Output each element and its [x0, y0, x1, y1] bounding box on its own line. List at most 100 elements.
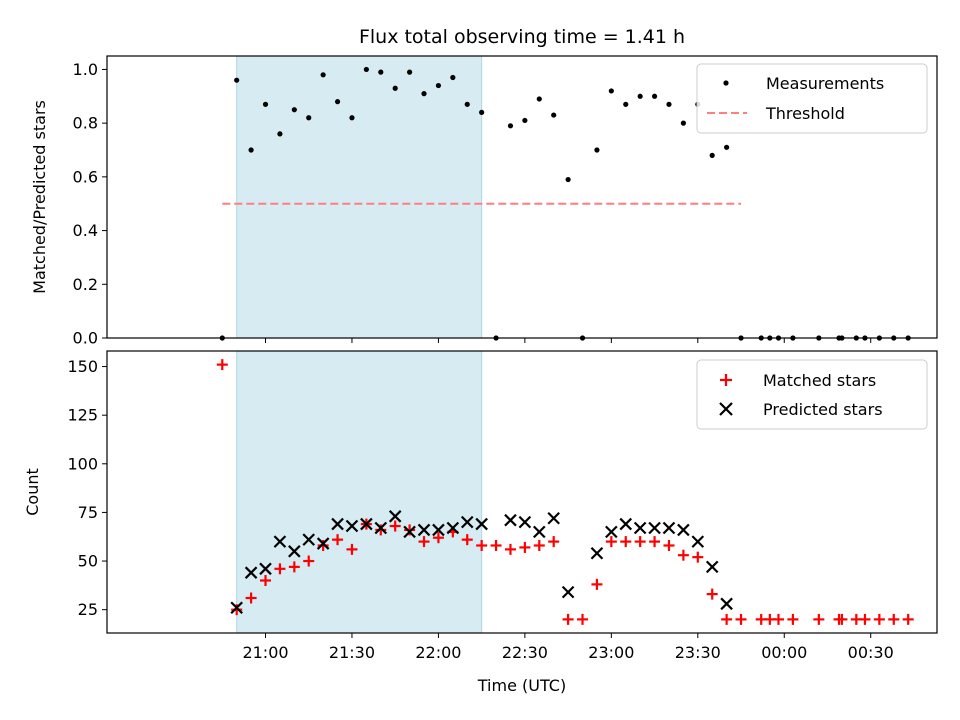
measurement-point: [709, 152, 715, 158]
matched-star-point: [260, 574, 272, 586]
predicted-star-point: [230, 601, 243, 614]
matched-star-point: [649, 536, 661, 548]
top-highlight-layer: [236, 55, 483, 339]
measurement-point: [378, 69, 384, 75]
matched-star-point: [389, 520, 401, 532]
matched-star-point: [634, 536, 646, 548]
predicted-star-point: [302, 533, 316, 546]
predicted-star-point: [446, 521, 460, 535]
matched-star-point: [216, 359, 228, 371]
matched-star-point: [591, 578, 603, 590]
predicted-star-point: [244, 566, 258, 579]
matched-star-point: [404, 524, 416, 536]
measurement-point: [651, 93, 658, 99]
predicted-star-point: [590, 546, 604, 560]
measurement-point: [262, 101, 269, 107]
chart-title: Flux total observing time = 1.41 h: [359, 26, 685, 48]
matched-star-point: [519, 541, 531, 553]
predicted-star-point: [648, 521, 661, 535]
matched-star-point: [902, 613, 914, 625]
measurement-point: [363, 66, 369, 73]
bottom-legend: Matched stars Predicted stars: [696, 359, 928, 430]
bottom-y-axis-label: Count: [23, 468, 42, 516]
x-tick-label: 21:30: [329, 643, 375, 662]
matched-star-point: [735, 613, 747, 625]
measurement-point: [277, 131, 283, 137]
measurement-point: [565, 176, 571, 183]
matched-star-point: [813, 613, 825, 625]
predicted-star-point: [360, 517, 373, 531]
matched-star-point: [476, 539, 488, 551]
matched-star-point: [888, 613, 900, 625]
top-panel: 0.0 0.2 0.4 0.6 0.8 1.0 Matched/Predicted sta…: [30, 55, 938, 348]
bottom-y-tick-label: 25: [78, 600, 98, 619]
matched-star-point: [432, 532, 444, 544]
x-tick-label: 00:00: [761, 643, 807, 662]
matched-star-point: [533, 539, 545, 551]
top-axes-frame: [106, 55, 938, 339]
predicted-star-point: [331, 517, 344, 531]
predicted-star-point: [259, 562, 272, 576]
legend-predicted-label: Predicted stars: [763, 400, 883, 419]
top-y-tick-label: 0.2: [73, 275, 98, 294]
measurement-point: [666, 101, 672, 107]
measurement-point: [248, 147, 254, 153]
predicted-star-point: [677, 523, 690, 537]
predicted-star-point: [561, 585, 575, 599]
bottom-x-axis: 21:00 21:30 22:00 22:30 23:00 23:30 00:00 00:30: [242, 633, 894, 662]
x-tick-label: 23:30: [675, 643, 721, 662]
legend-measurements-label: Measurements: [766, 74, 884, 93]
measurement-point: [435, 82, 442, 89]
bottom-y-tick-label: 50: [78, 552, 98, 571]
predicted-star-point: [691, 535, 705, 548]
matched-star-point: [692, 551, 704, 563]
legend-matched-marker: [720, 374, 732, 386]
measurement-point: [507, 123, 514, 129]
measurement-point: [320, 72, 326, 78]
matched-star-point: [231, 604, 243, 616]
matched-star-point: [787, 613, 799, 625]
measurement-point: [724, 144, 730, 150]
bottom-y-tick-label: 125: [67, 406, 98, 425]
predicted-star-point: [504, 513, 517, 527]
measurement-point: [234, 77, 240, 83]
matched-star-point: [375, 524, 387, 536]
bottom-highlight-span: [236, 350, 483, 634]
predicted-star-point: [374, 521, 388, 535]
predicted-star-point: [547, 511, 560, 525]
matched-star-point: [317, 539, 329, 551]
measurement-point: [551, 112, 557, 118]
measurement-point: [392, 85, 398, 91]
matched-star-point: [490, 539, 502, 551]
legend-threshold-label: Threshold: [765, 104, 845, 123]
matched-star-point: [562, 613, 574, 625]
top-legend: Measurements Threshold: [696, 63, 928, 134]
matched-star-point: [873, 613, 885, 625]
predicted-star-point: [619, 517, 633, 531]
matched-star-point: [245, 592, 257, 604]
predicted-star-point: [388, 510, 402, 523]
matched-star-point: [605, 536, 617, 548]
bottom-panel: 25 50 75 100 125 150 21:00 21:30 22:00 22:30 23:0…: [23, 350, 938, 695]
top-y-tick-label: 0.8: [73, 114, 98, 133]
measurement-point: [608, 88, 614, 94]
measurement-point: [594, 147, 600, 153]
x-tick-label: 21:00: [242, 643, 288, 662]
matched-star-point: [504, 543, 516, 555]
matched-star-point: [706, 588, 718, 600]
matched-star-point: [461, 534, 473, 546]
matched-star-point: [620, 536, 632, 548]
bottom-axes-frame: [106, 350, 938, 634]
matched-star-point: [577, 613, 589, 625]
predicted-star-point: [475, 517, 488, 531]
top-y-axis-label: Matched/Predicted stars: [30, 100, 49, 294]
legend-predicted-marker: [719, 402, 733, 416]
matched-star-point: [346, 543, 358, 555]
predicted-star-point: [432, 523, 445, 537]
matched-star-point: [836, 613, 848, 625]
matched-star-point: [274, 563, 286, 575]
measurement-point: [536, 96, 542, 102]
matched-star-point: [332, 534, 344, 546]
predicted-star-point: [633, 521, 647, 535]
